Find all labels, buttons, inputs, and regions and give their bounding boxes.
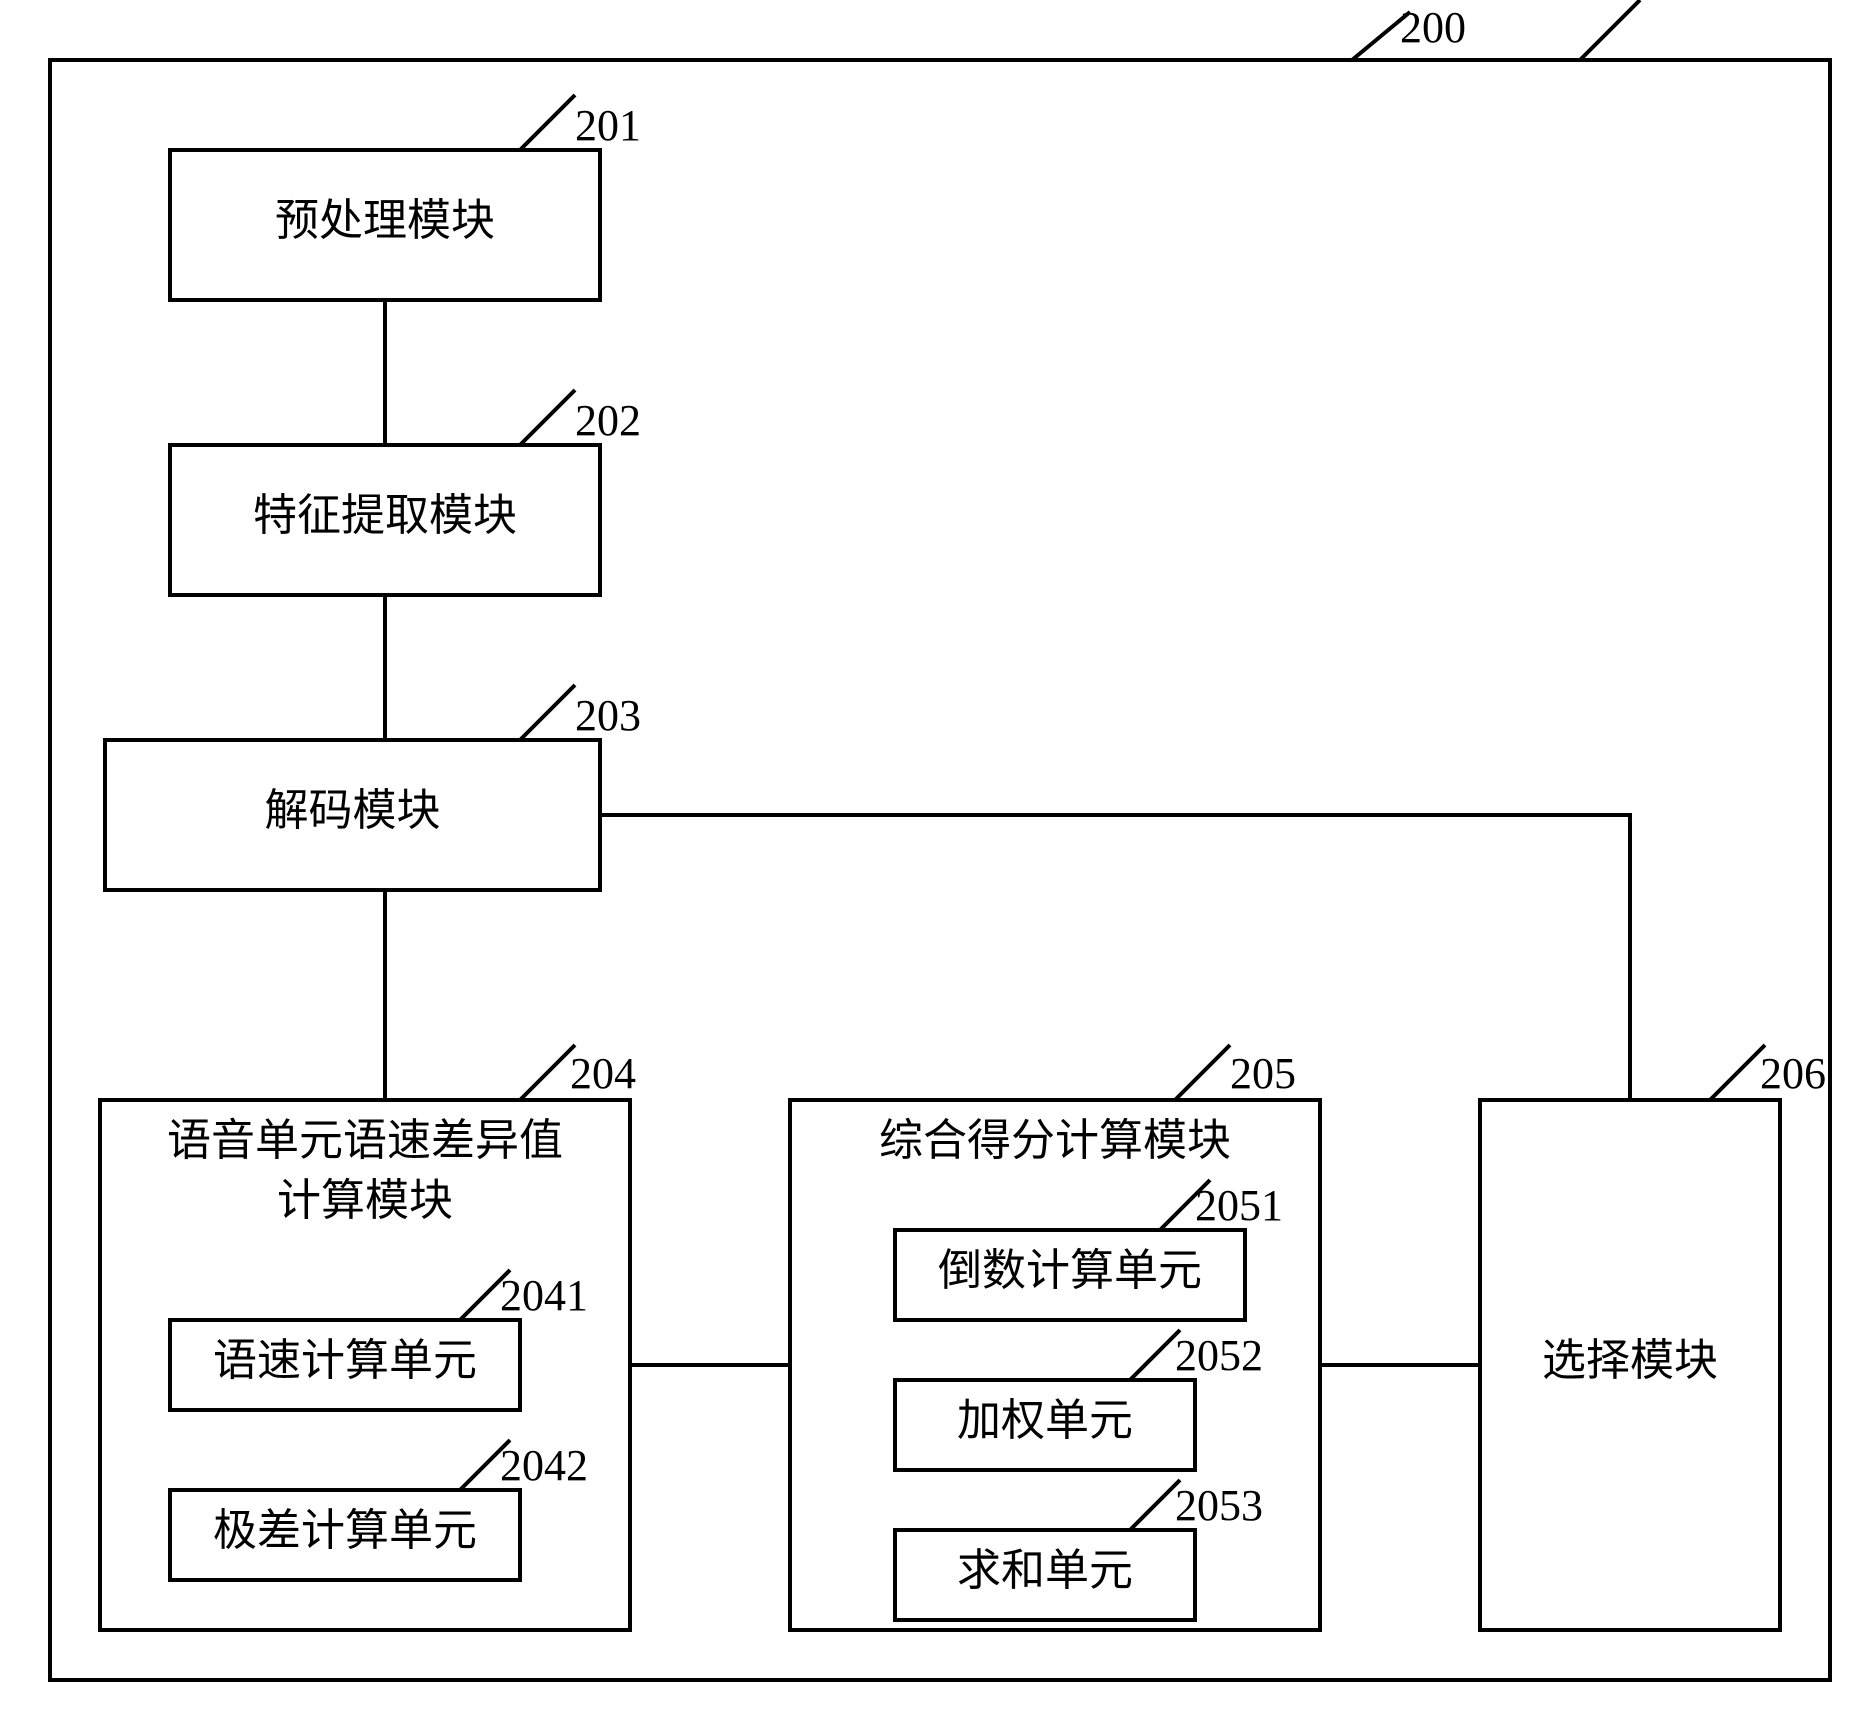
svg-text:206: 206 <box>1760 1049 1826 1098</box>
svg-text:2041: 2041 <box>500 1271 588 1320</box>
svg-text:语速计算单元: 语速计算单元 <box>213 1336 477 1385</box>
svg-text:201: 201 <box>575 101 641 150</box>
svg-text:解码模块: 解码模块 <box>265 786 441 835</box>
svg-text:倒数计算单元: 倒数计算单元 <box>938 1246 1202 1295</box>
svg-text:计算模块: 计算模块 <box>277 1176 453 1225</box>
svg-text:2053: 2053 <box>1175 1481 1263 1530</box>
svg-text:2042: 2042 <box>500 1441 588 1490</box>
svg-text:加权单元: 加权单元 <box>957 1396 1133 1445</box>
svg-text:语音单元语速差异值: 语音单元语速差异值 <box>167 1116 563 1165</box>
svg-text:200: 200 <box>1400 3 1466 52</box>
svg-text:2051: 2051 <box>1195 1181 1283 1230</box>
svg-text:极差计算单元: 极差计算单元 <box>213 1506 477 1555</box>
svg-text:205: 205 <box>1230 1049 1296 1098</box>
svg-text:预处理模块: 预处理模块 <box>275 196 495 245</box>
svg-text:综合得分计算模块: 综合得分计算模块 <box>879 1116 1231 1165</box>
svg-text:204: 204 <box>570 1049 636 1098</box>
svg-text:2052: 2052 <box>1175 1331 1263 1380</box>
svg-text:203: 203 <box>575 691 641 740</box>
svg-text:选择模块: 选择模块 <box>1542 1336 1718 1385</box>
svg-text:求和单元: 求和单元 <box>957 1546 1133 1595</box>
svg-text:202: 202 <box>575 396 641 445</box>
svg-text:特征提取模块: 特征提取模块 <box>253 491 517 540</box>
